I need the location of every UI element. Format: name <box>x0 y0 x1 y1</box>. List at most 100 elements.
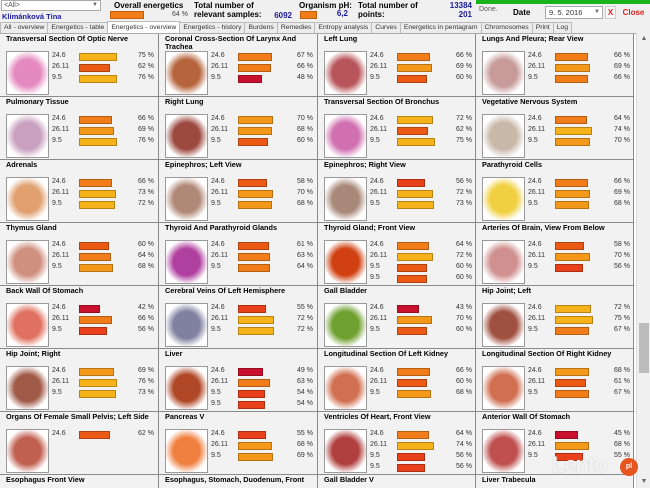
organ-thumbnail-image[interactable] <box>324 177 367 221</box>
organ-card[interactable]: Right Lung 24.6 70 % 26.11 68 % 9.5 60 % <box>159 97 318 160</box>
organ-thumbnail-image[interactable] <box>482 177 525 221</box>
scrollbar-thumb[interactable] <box>639 323 649 373</box>
organ-card[interactable]: Longitudinal Section Of Right Kidney 24.6… <box>476 349 634 412</box>
organ-thumbnail-image[interactable] <box>482 366 525 410</box>
organ-card[interactable]: Organs Of Female Small Pelvis; Left Side… <box>0 412 159 475</box>
organ-thumbnail-image[interactable] <box>6 114 49 158</box>
organ-card[interactable]: Esophagus, Stomach, Duodenum, Front <box>159 475 318 488</box>
tab-energetics-pentagram[interactable]: Energetics in pentagram <box>399 22 482 33</box>
organ-thumbnail-image[interactable] <box>6 177 49 221</box>
organ-thumbnail-image[interactable] <box>482 240 525 284</box>
close-button[interactable]: Close <box>622 8 645 17</box>
measurement-row: 24.6 69 % <box>52 366 156 377</box>
measurement-row: 24.6 67 % <box>211 51 315 62</box>
energetics-percent: 43 % <box>456 304 472 311</box>
energetics-percent: 66 % <box>297 63 313 70</box>
organ-thumbnail-image[interactable] <box>165 429 208 473</box>
organ-thumbnail-image[interactable] <box>6 303 49 347</box>
organ-card[interactable]: Pancreas V 24.6 55 % 26.11 68 % 9.5 69 % <box>159 412 318 475</box>
organ-card[interactable]: Transversal Section Of Optic Nerve 24.6 75… <box>0 34 159 97</box>
measurement-row: 24.6 70 % <box>211 114 315 125</box>
tab-curves[interactable]: Curves <box>371 22 401 33</box>
organ-thumbnail-image[interactable] <box>482 114 525 158</box>
energetics-percent: 70 % <box>614 252 630 259</box>
energetics-percent: 69 % <box>138 367 154 374</box>
organ-card[interactable]: Vegetative Nervous System 24.6 64 % 26.11 74… <box>476 97 634 160</box>
energetics-bar <box>238 305 266 313</box>
organ-card[interactable]: Thyroid Gland; Front View 24.6 64 % 26.11 72… <box>318 223 476 286</box>
measurement-row: 9.5 72 % <box>211 325 315 336</box>
tab-burdens[interactable]: Burdens <box>244 22 278 33</box>
tab-remedies[interactable]: Remedies <box>276 22 316 33</box>
organ-thumbnail-image[interactable] <box>165 366 208 410</box>
tab-all-overview[interactable]: All - overview <box>0 22 49 33</box>
organ-card[interactable]: Esophagus Front View <box>0 475 159 488</box>
vertical-scrollbar[interactable]: ▲ ▼ <box>636 33 650 488</box>
tab-entropy-analysis[interactable]: Entropy analysis <box>314 22 373 33</box>
organ-thumbnail-image[interactable] <box>165 51 208 95</box>
tab-chromosomes[interactable]: Chromosomes <box>480 22 533 33</box>
organ-card[interactable]: Hip Joint; Right 24.6 69 % 26.11 76 % 9.5 73 % <box>0 349 159 412</box>
tab-energetics-overview[interactable]: Energetics - overview <box>107 21 181 33</box>
organ-card[interactable]: Left Lung 24.6 66 % 26.11 69 % 9.5 60 % <box>318 34 476 97</box>
organ-thumbnail-image[interactable] <box>165 177 208 221</box>
organ-card[interactable]: Coronal Cross-Section Of Larynx And Trac… <box>159 34 318 97</box>
filter-combo[interactable]: <All> ▼ <box>1 0 101 11</box>
organ-thumbnail-image[interactable] <box>6 51 49 95</box>
organ-card[interactable]: Anterior Wall Of Stomach 24.6 45 % 26.11 68 … <box>476 412 634 475</box>
organ-thumbnail-image[interactable] <box>324 51 367 95</box>
organ-card[interactable]: Epinephros; Left View 24.6 58 % 26.11 70 % 9.… <box>159 160 318 223</box>
organ-card[interactable]: Longitudinal Section Of Left Kidney 24.6 6… <box>318 349 476 412</box>
energetics-percent: 64 % <box>297 263 313 270</box>
tab-energetics-table[interactable]: Energetics - table <box>47 22 109 33</box>
organ-card[interactable]: Cerebral Veins Of Left Hemisphere 24.6 55 … <box>159 286 318 349</box>
organ-thumbnail-image[interactable] <box>324 429 367 473</box>
date-picker[interactable]: 9. 5. 2016 ▼ <box>545 6 603 19</box>
organ-thumbnail-image[interactable] <box>482 51 525 95</box>
organ-card[interactable]: Adrenals 24.6 66 % 26.11 73 % 9.5 72 % <box>0 160 159 223</box>
organ-card[interactable]: Back Wall Of Stomach 24.6 42 % 26.11 66 % 9.5… <box>0 286 159 349</box>
measurement-row: 9.5 60 % <box>370 73 474 84</box>
organ-card[interactable]: Gall Bladder 24.6 43 % 26.11 70 % 9.5 60 % <box>318 286 476 349</box>
energetics-percent: 45 % <box>614 430 630 437</box>
organ-card[interactable]: Thyroid And Parathyroid Glands 24.6 61 % 26… <box>159 223 318 286</box>
energetics-bar <box>555 190 590 198</box>
organ-card[interactable]: Liver Trabecula <box>476 475 634 488</box>
organ-thumbnail-image[interactable] <box>6 240 49 284</box>
measurement-row: 9.5 73 % <box>370 199 474 210</box>
organ-thumbnail-image[interactable] <box>165 240 208 284</box>
scroll-down-icon[interactable]: ▼ <box>640 478 648 485</box>
tab-print[interactable]: Print <box>531 22 554 33</box>
organ-thumbnail-image[interactable] <box>324 366 367 410</box>
organ-card[interactable]: Transversal Section Of Bronchus 24.6 72 % 2… <box>318 97 476 160</box>
measurement-rows: 24.6 60 % 26.11 64 % 9.5 68 % <box>52 240 156 273</box>
organ-title: Cerebral Veins Of Left Hemisphere <box>165 286 286 295</box>
energetics-percent: 56 % <box>614 263 630 270</box>
organ-card[interactable]: Lungs And Pleura; Rear View 24.6 66 % 26.11… <box>476 34 634 97</box>
organ-card[interactable]: Thymus Gland 24.6 60 % 26.11 64 % 9.5 68 % <box>0 223 159 286</box>
measurement-date: 24.6 <box>370 178 384 185</box>
organ-thumbnail-image[interactable] <box>324 240 367 284</box>
organ-card[interactable]: Liver 24.6 49 % 26.11 63 % 9.5 54 % 9.5 54 % <box>159 349 318 412</box>
organ-thumbnail-image[interactable] <box>324 303 367 347</box>
organ-card[interactable]: Ventricles Of Heart, Front View 24.6 64 % 2… <box>318 412 476 475</box>
energetics-percent: 69 % <box>614 189 630 196</box>
organ-thumbnail-image[interactable] <box>6 429 49 473</box>
organ-thumbnail-image[interactable] <box>165 114 208 158</box>
organ-card[interactable]: Gall Bladder V <box>318 475 476 488</box>
organ-card[interactable]: Parathyroid Cells 24.6 66 % 26.11 69 % 9.5 68 … <box>476 160 634 223</box>
organ-thumbnail-image[interactable] <box>324 114 367 158</box>
organ-card[interactable]: Pulmonary Tissue 24.6 66 % 26.11 69 % 9.5 76 % <box>0 97 159 160</box>
clear-date-button[interactable]: X <box>605 6 616 19</box>
organ-thumbnail-image[interactable] <box>482 429 525 473</box>
scroll-up-icon[interactable]: ▲ <box>640 35 648 42</box>
tab-log[interactable]: Log <box>552 22 573 33</box>
organ-thumbnail-image[interactable] <box>6 366 49 410</box>
organ-card[interactable]: Epinephros; Right View 24.6 56 % 26.11 72 % 9… <box>318 160 476 223</box>
organ-thumbnail-image[interactable] <box>482 303 525 347</box>
organ-card[interactable]: Arteries Of Brain, View From Below 24.6 58… <box>476 223 634 286</box>
organ-thumbnail-image[interactable] <box>165 303 208 347</box>
tab-energetics-history[interactable]: Energetics - history <box>179 22 246 33</box>
measurement-rows: 24.6 66 % 26.11 60 % 9.5 68 % <box>370 366 474 399</box>
organ-card[interactable]: Hip Joint; Left 24.6 72 % 26.11 75 % 9.5 67 % <box>476 286 634 349</box>
